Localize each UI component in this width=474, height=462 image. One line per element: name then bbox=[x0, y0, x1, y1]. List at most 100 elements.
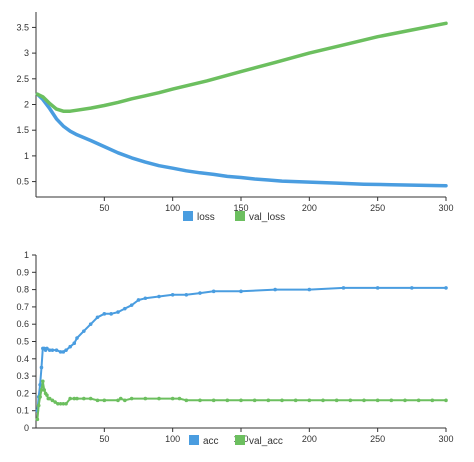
data-point-acc bbox=[61, 350, 66, 354]
series-line-acc bbox=[36, 286, 447, 412]
data-point-val_acc bbox=[56, 401, 60, 406]
data-point-acc bbox=[116, 310, 120, 314]
data-point-val_acc bbox=[129, 396, 134, 401]
data-point-val_acc bbox=[68, 396, 72, 401]
legend-label-val_loss: val_loss bbox=[249, 212, 285, 223]
data-point-acc bbox=[38, 382, 42, 387]
data-point-val_acc bbox=[348, 398, 353, 403]
data-point-val_acc bbox=[170, 396, 175, 401]
legend-label-loss: loss bbox=[197, 212, 215, 223]
data-point-val_acc bbox=[307, 398, 312, 403]
data-point-val_acc bbox=[64, 401, 68, 406]
x-tick-label: 250 bbox=[370, 203, 385, 213]
y-tick-label: 0.4 bbox=[16, 354, 29, 364]
y-tick-label: 2 bbox=[24, 100, 29, 110]
data-point-val_acc bbox=[50, 398, 55, 403]
data-point-val_acc bbox=[198, 398, 202, 403]
data-point-acc bbox=[88, 322, 93, 326]
data-point-val_acc bbox=[211, 398, 216, 403]
data-point-acc bbox=[157, 294, 161, 299]
data-point-acc bbox=[143, 296, 148, 301]
data-point-val_acc bbox=[116, 398, 120, 403]
data-point-acc bbox=[273, 287, 277, 292]
data-point-val_acc bbox=[177, 396, 182, 401]
data-point-val_acc bbox=[389, 398, 394, 403]
data-point-acc bbox=[54, 348, 59, 352]
data-point-val_acc bbox=[42, 388, 46, 392]
data-point-acc bbox=[47, 348, 52, 352]
data-point-val_acc bbox=[252, 398, 257, 403]
data-point-acc bbox=[307, 287, 312, 292]
data-point-val_acc bbox=[47, 396, 52, 401]
data-point-acc bbox=[45, 346, 49, 351]
legend-swatch-val_acc bbox=[235, 435, 245, 445]
y-tick-label: 0.9 bbox=[16, 267, 29, 277]
data-point-val_acc bbox=[375, 398, 380, 403]
x-tick-label: 150 bbox=[233, 203, 248, 213]
y-tick-label: 3.5 bbox=[16, 22, 29, 32]
y-tick-label: 0.5 bbox=[16, 177, 29, 187]
data-point-acc bbox=[123, 306, 127, 311]
loss-chart: 0.5 1 1.5 2 2.5 3 3.5 50 100 150 200 250 300 loss val_… bbox=[16, 12, 454, 223]
data-point-val_acc bbox=[58, 401, 63, 406]
series-line-loss bbox=[35, 92, 448, 188]
data-point-val_acc bbox=[118, 396, 123, 401]
data-point-val_acc bbox=[266, 398, 271, 403]
x-tick-label: 100 bbox=[165, 203, 180, 213]
legend-label-acc: acc bbox=[203, 436, 219, 447]
data-point-val_acc bbox=[280, 398, 284, 403]
data-point-val_acc bbox=[88, 396, 93, 401]
y-tick-label: 1 bbox=[24, 151, 29, 161]
data-point-val_acc bbox=[123, 398, 127, 403]
y-tick-label: 0.5 bbox=[16, 337, 29, 347]
y-tick-label: 1 bbox=[24, 250, 29, 260]
accuracy-chart: 00.10.20.30.40.50.60.70.80.9150100150200… bbox=[0, 231, 474, 462]
data-point-val_acc bbox=[36, 403, 41, 408]
data-point-val_acc bbox=[82, 396, 86, 401]
data-point-val_acc bbox=[362, 398, 366, 403]
data-point-val_acc bbox=[72, 396, 77, 401]
data-point-val_acc bbox=[157, 396, 161, 401]
x-tick-label: 50 bbox=[99, 434, 109, 444]
data-point-acc bbox=[410, 286, 414, 290]
data-point-acc bbox=[82, 329, 86, 333]
data-point-acc bbox=[39, 365, 44, 370]
data-point-acc bbox=[444, 286, 448, 290]
legend-swatch-val_loss bbox=[235, 211, 245, 221]
data-point-val_acc bbox=[39, 388, 44, 392]
data-point-acc bbox=[75, 336, 79, 340]
y-tick-label: 3 bbox=[24, 48, 29, 58]
data-point-acc bbox=[58, 350, 63, 354]
x-tick-label: 300 bbox=[438, 434, 453, 444]
x-tick-label: 200 bbox=[302, 434, 317, 444]
accuracy-chart-svg: 00.10.20.30.40.50.60.70.80.9150100150200… bbox=[16, 250, 453, 447]
data-point-acc bbox=[129, 303, 134, 307]
data-point-val_acc bbox=[416, 398, 421, 403]
y-tick-label: 0.1 bbox=[16, 406, 29, 416]
data-point-val_acc bbox=[45, 393, 49, 397]
data-point-acc bbox=[95, 315, 100, 320]
loss-chart-svg: 0.5 1 1.5 2 2.5 3 3.5 50 100 150 200 250 300 loss val_… bbox=[16, 12, 454, 223]
data-point-val_acc bbox=[184, 398, 189, 403]
data-point-val_acc bbox=[321, 398, 325, 403]
data-point-val_acc bbox=[239, 398, 243, 403]
data-point-acc bbox=[136, 298, 141, 302]
y-tick-label: 0.3 bbox=[16, 371, 29, 381]
x-tick-label: 50 bbox=[99, 203, 109, 213]
data-point-val_acc bbox=[143, 396, 148, 401]
data-point-val_acc bbox=[35, 417, 40, 422]
y-tick-label: 0.8 bbox=[16, 285, 29, 295]
y-tick-label: 1.5 bbox=[16, 125, 29, 135]
data-point-val_acc bbox=[293, 398, 298, 403]
data-point-acc bbox=[72, 341, 77, 346]
legend-swatch-acc bbox=[189, 435, 199, 445]
y-tick-label: 2.5 bbox=[16, 74, 29, 84]
legend-label-val_acc: val_acc bbox=[249, 436, 283, 447]
data-point-acc bbox=[68, 344, 72, 349]
data-point-acc bbox=[375, 286, 380, 290]
data-point-acc bbox=[239, 289, 243, 294]
data-point-val_acc bbox=[444, 398, 448, 403]
data-point-acc bbox=[198, 291, 202, 295]
data-point-acc bbox=[170, 292, 175, 297]
data-point-acc bbox=[109, 312, 113, 316]
